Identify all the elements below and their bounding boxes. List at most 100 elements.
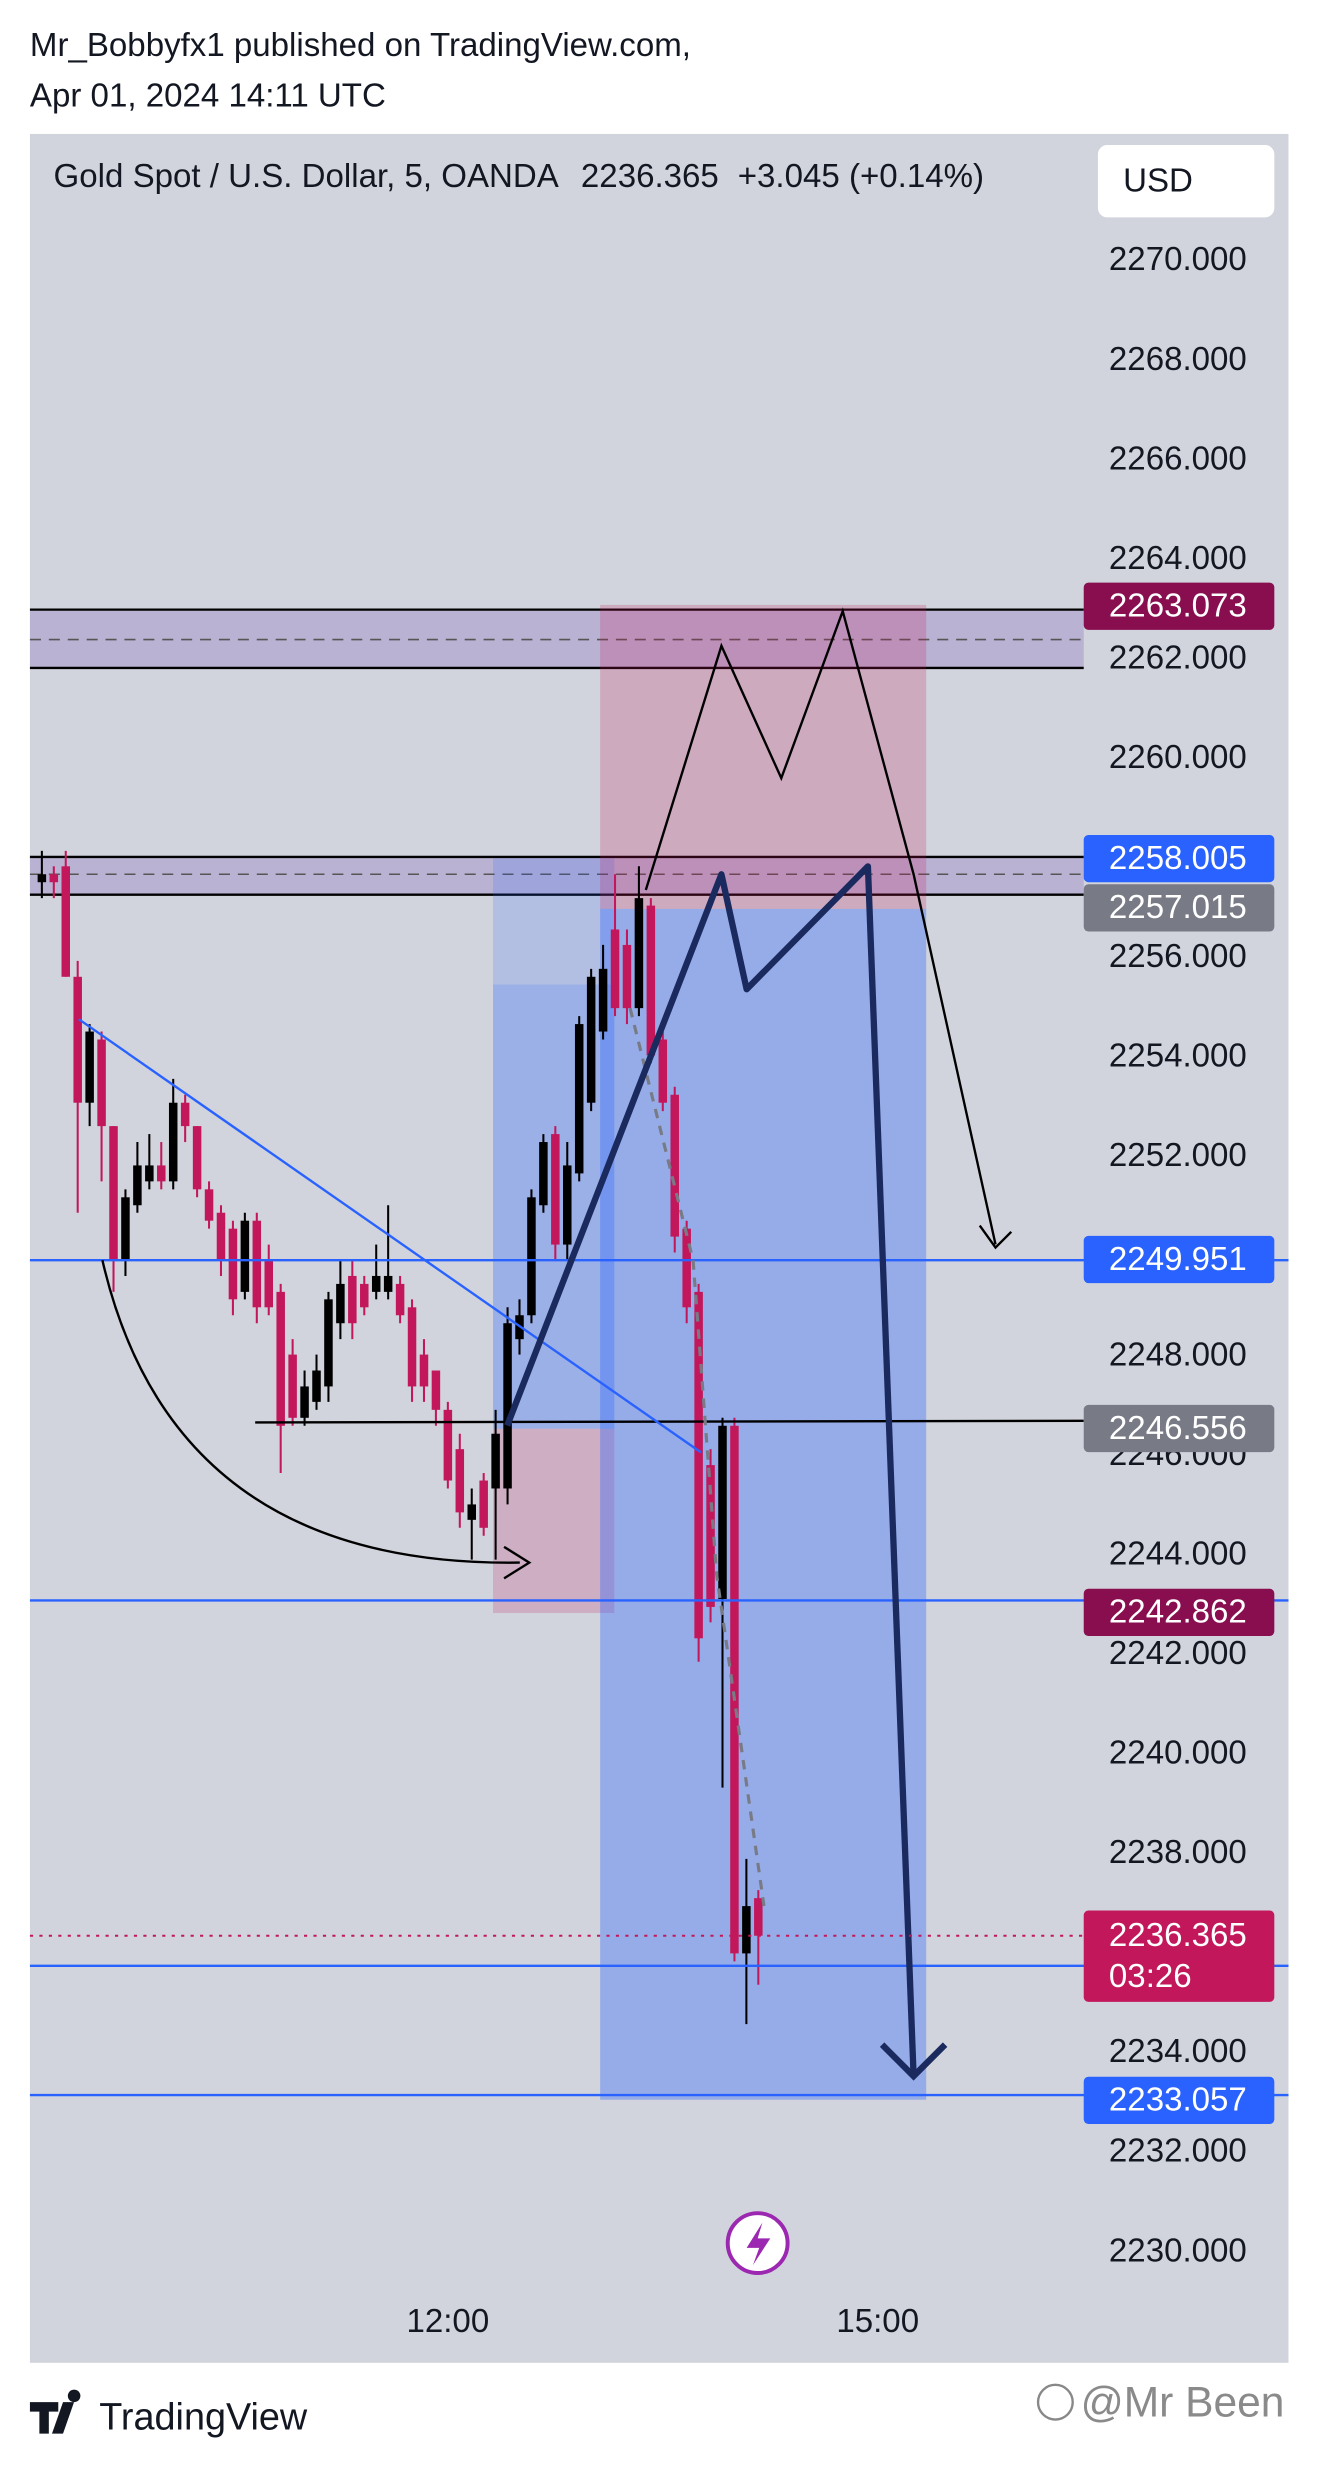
candle-body (168, 1102, 178, 1182)
candle-body (228, 1228, 238, 1300)
y-tick-label: 2256.000 (1109, 938, 1247, 975)
hline (255, 1419, 1084, 1424)
price-label: 2242.862 (1109, 1594, 1247, 1631)
candle-body (336, 1283, 345, 1324)
price-change: +3.045 (+0.14%) (738, 158, 984, 195)
curve-arrow (101, 1259, 520, 1564)
candle-body (85, 1031, 94, 1103)
candle-body (192, 1126, 202, 1190)
y-tick-label: 2232.000 (1109, 2133, 1247, 2170)
candle-body (551, 1134, 560, 1245)
publish-date: Apr 01, 2024 14:11 UTC (30, 77, 386, 114)
candle-body (157, 1165, 166, 1182)
candle-body (563, 1165, 572, 1245)
legend: Gold Spot / U.S. Dollar, 5, OANDA 2236.36… (54, 158, 985, 195)
candle-body (610, 929, 620, 1009)
candle-body (216, 1212, 226, 1261)
y-tick-label: 2252.000 (1109, 1137, 1247, 1174)
candle-body (360, 1283, 369, 1308)
candle-body (61, 866, 71, 977)
candle-body (598, 968, 608, 1032)
path-arrow (504, 863, 917, 2077)
candle-body (97, 1039, 106, 1127)
y-tick-label: 2270.000 (1109, 241, 1247, 278)
price-label: 2246.556 (1109, 1410, 1247, 1447)
event-icon-bolt (746, 2222, 771, 2266)
candle-body (634, 898, 644, 1009)
path-arrow (644, 607, 997, 1245)
candle-body (240, 1220, 250, 1292)
candle-body (527, 1197, 536, 1316)
price-label: 2258.005 (1109, 840, 1247, 877)
candle-body (742, 1906, 751, 1954)
currency-button[interactable] (1097, 144, 1275, 218)
candle-body (312, 1370, 321, 1402)
candle-body (479, 1480, 488, 1528)
position-target (493, 858, 615, 985)
candle-body (646, 905, 656, 1056)
arrow-head (503, 1545, 532, 1580)
axis-labels: 2270.000 2268.000 2266.000 2264.000 2262.000… (406, 241, 1275, 2340)
candle-body (670, 1094, 679, 1237)
candle-body (252, 1220, 262, 1308)
price-label-box (1083, 884, 1275, 932)
price-label-box (1083, 834, 1275, 883)
candle-body (622, 944, 632, 1009)
candle-body (443, 1409, 453, 1481)
candle-body (706, 1465, 715, 1607)
zone (29, 856, 1084, 895)
candle-body (491, 1433, 500, 1489)
candle-body (73, 976, 82, 1103)
brand: TradingView (99, 2396, 308, 2438)
candle-body (407, 1307, 417, 1387)
arrow-head (879, 2042, 948, 2081)
current-price: 2236.365 (1109, 1917, 1247, 1954)
y-tick-label: 2238.000 (1109, 1834, 1247, 1871)
candle-body (121, 1197, 130, 1261)
x-tick-label: 12:00 (406, 2303, 489, 2340)
position-stop (493, 1428, 615, 1614)
price-label-box (1083, 1588, 1275, 1636)
candles (37, 850, 763, 2025)
candle-body (718, 1425, 727, 1599)
trendline (78, 1018, 702, 1454)
y-tick-label: 2268.000 (1109, 341, 1247, 378)
candle-body (754, 1898, 763, 1936)
candle-body (431, 1370, 441, 1410)
candle-body (586, 976, 596, 1103)
y-tick-label: 2244.000 (1109, 1535, 1247, 1572)
candle-body (658, 1039, 668, 1103)
candle-body (467, 1504, 476, 1520)
candle-body (682, 1228, 691, 1308)
candle-body (348, 1275, 357, 1324)
countdown: 03:26 (1109, 1958, 1192, 1995)
candle-body (288, 1354, 297, 1418)
brand-logo (29, 2389, 81, 2434)
symbol: Gold Spot / U.S. Dollar, 5, OANDA (54, 158, 559, 195)
price-label-box (1083, 1404, 1275, 1453)
price-label: 2257.015 (1109, 889, 1247, 926)
candle-body (276, 1291, 285, 1426)
y-tick-label: 2242.000 (1109, 1635, 1247, 1672)
candle-body (503, 1323, 512, 1489)
candle-body (180, 1102, 190, 1127)
candle-body (539, 1142, 548, 1206)
candle-body (300, 1386, 309, 1418)
candle-body (37, 874, 47, 883)
candle-body (730, 1425, 739, 1954)
arrow-head (978, 1224, 1013, 1250)
candle-body (109, 1126, 118, 1261)
currency[interactable]: USD (1123, 162, 1193, 199)
candle-body (145, 1165, 154, 1182)
candle-body (419, 1354, 429, 1387)
candle-body (371, 1275, 381, 1292)
watermark-icon (1036, 2383, 1074, 2421)
price-label-box (1083, 1235, 1275, 1284)
y-tick-label: 2234.000 (1109, 2033, 1247, 2070)
candle-body (694, 1291, 703, 1639)
y-tick-label: 2230.000 (1109, 2232, 1247, 2269)
candle-body (395, 1283, 405, 1316)
current-price-box (1083, 1910, 1275, 2002)
